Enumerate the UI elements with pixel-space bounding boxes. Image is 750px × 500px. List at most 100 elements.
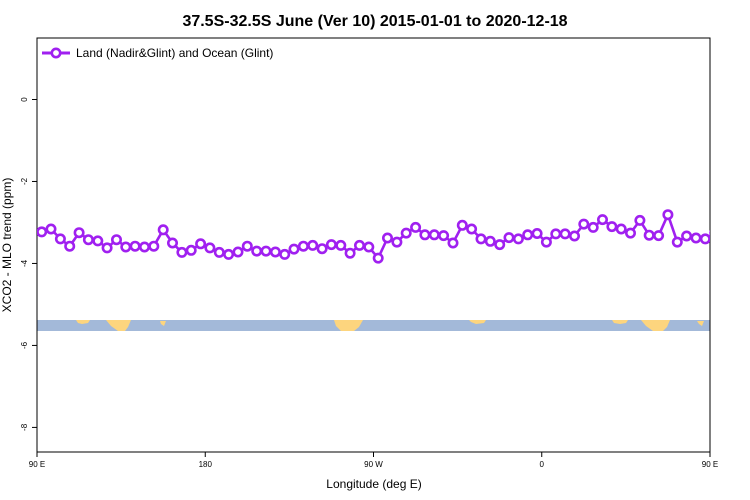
data-point — [522, 229, 534, 241]
data-point — [531, 228, 543, 240]
legend: Land (Nadir&Glint) and Ocean (Glint) — [42, 46, 273, 60]
data-point — [550, 228, 562, 240]
data-point — [729, 236, 737, 244]
data-point — [269, 246, 281, 258]
data-point — [288, 243, 300, 255]
series-layer — [37, 209, 747, 264]
data-point — [484, 235, 496, 247]
legend-label: Land (Nadir&Glint) and Ocean (Glint) — [76, 46, 273, 60]
data-point — [699, 233, 710, 245]
data-point — [297, 240, 309, 252]
data-point — [681, 230, 693, 242]
y-tick-label: -2 — [20, 177, 29, 185]
data-point — [241, 240, 253, 252]
data-point — [316, 243, 328, 255]
data-point — [54, 233, 66, 245]
data-point — [111, 234, 123, 246]
data-point — [606, 221, 618, 233]
map-land-small-island — [160, 321, 166, 326]
data-point — [466, 223, 478, 235]
data-point — [344, 247, 356, 259]
y-tick-label: -6 — [20, 341, 29, 349]
data-point — [353, 239, 365, 251]
data-point — [307, 239, 319, 251]
data-point — [167, 237, 179, 249]
data-point — [512, 233, 524, 245]
data-point — [739, 242, 747, 250]
data-point — [325, 239, 337, 251]
data-point — [335, 239, 347, 251]
data-point — [438, 230, 450, 242]
map-land-australia — [76, 320, 90, 324]
data-point — [671, 236, 683, 248]
data-point — [428, 229, 440, 241]
data-point — [195, 238, 207, 250]
data-point — [204, 242, 216, 254]
data-point — [185, 244, 197, 256]
data-point — [157, 224, 169, 236]
data-point — [456, 219, 468, 231]
data-point — [372, 252, 384, 264]
data-point — [45, 223, 57, 235]
data-point — [363, 241, 375, 253]
x-tick-label: 90 W — [364, 460, 383, 469]
data-point — [709, 229, 710, 236]
x-tick-label: 90 E — [29, 460, 45, 469]
x-tick-label: 0 — [540, 460, 545, 469]
y-tick-label: -8 — [20, 423, 29, 431]
map-land-south-america — [334, 320, 363, 331]
data-point — [37, 226, 48, 238]
data-point — [634, 214, 646, 226]
legend-marker — [50, 47, 62, 59]
data-point — [148, 240, 160, 252]
data-point — [176, 246, 188, 258]
x-tick-label: 90 E — [702, 460, 718, 469]
map-ocean — [37, 320, 710, 331]
data-point — [391, 236, 403, 248]
map-strip — [37, 320, 710, 331]
data-point — [82, 234, 94, 246]
map-land-africa — [469, 320, 486, 324]
data-point — [139, 241, 151, 253]
data-point — [690, 232, 702, 244]
data-point — [494, 239, 506, 251]
y-tick-label: 0 — [20, 97, 29, 102]
data-point — [643, 229, 655, 241]
data-point — [279, 248, 291, 260]
data-point — [578, 218, 590, 230]
data-point — [559, 228, 571, 240]
data-point — [447, 237, 459, 249]
data-point — [101, 242, 113, 254]
data-point — [568, 230, 580, 242]
data-point — [503, 232, 515, 244]
data-point — [475, 233, 487, 245]
chart-title: 37.5S-32.5S June (Ver 10) 2015-01-01 to … — [182, 13, 567, 30]
data-point — [615, 223, 627, 235]
data-point — [381, 232, 393, 244]
data-point — [720, 225, 728, 233]
data-point — [400, 227, 412, 239]
data-point — [73, 227, 85, 239]
data-point — [662, 209, 674, 221]
x-axis: 90 E 180 90 W 0 90 E — [29, 452, 718, 469]
data-point — [213, 246, 225, 258]
data-point — [410, 221, 422, 233]
map-land-new-zealand-repeat — [641, 320, 670, 331]
data-point — [540, 236, 552, 248]
data-point — [223, 248, 235, 260]
data-point — [653, 230, 665, 242]
y-axis-label: XCO2 - MLO trend (ppm) — [0, 178, 14, 313]
map-land-small-island-repeat — [697, 321, 704, 326]
data-point — [251, 245, 263, 257]
x-axis-label: Longitude (deg E) — [326, 477, 421, 491]
data-point — [260, 245, 272, 257]
data-point — [64, 240, 76, 252]
map-land-new-zealand — [106, 320, 131, 331]
data-point — [120, 241, 132, 253]
y-tick-label: -4 — [20, 259, 29, 267]
data-point — [129, 240, 141, 252]
data-point — [232, 246, 244, 258]
data-point — [596, 214, 608, 226]
map-land-australia-repeat — [612, 320, 628, 324]
